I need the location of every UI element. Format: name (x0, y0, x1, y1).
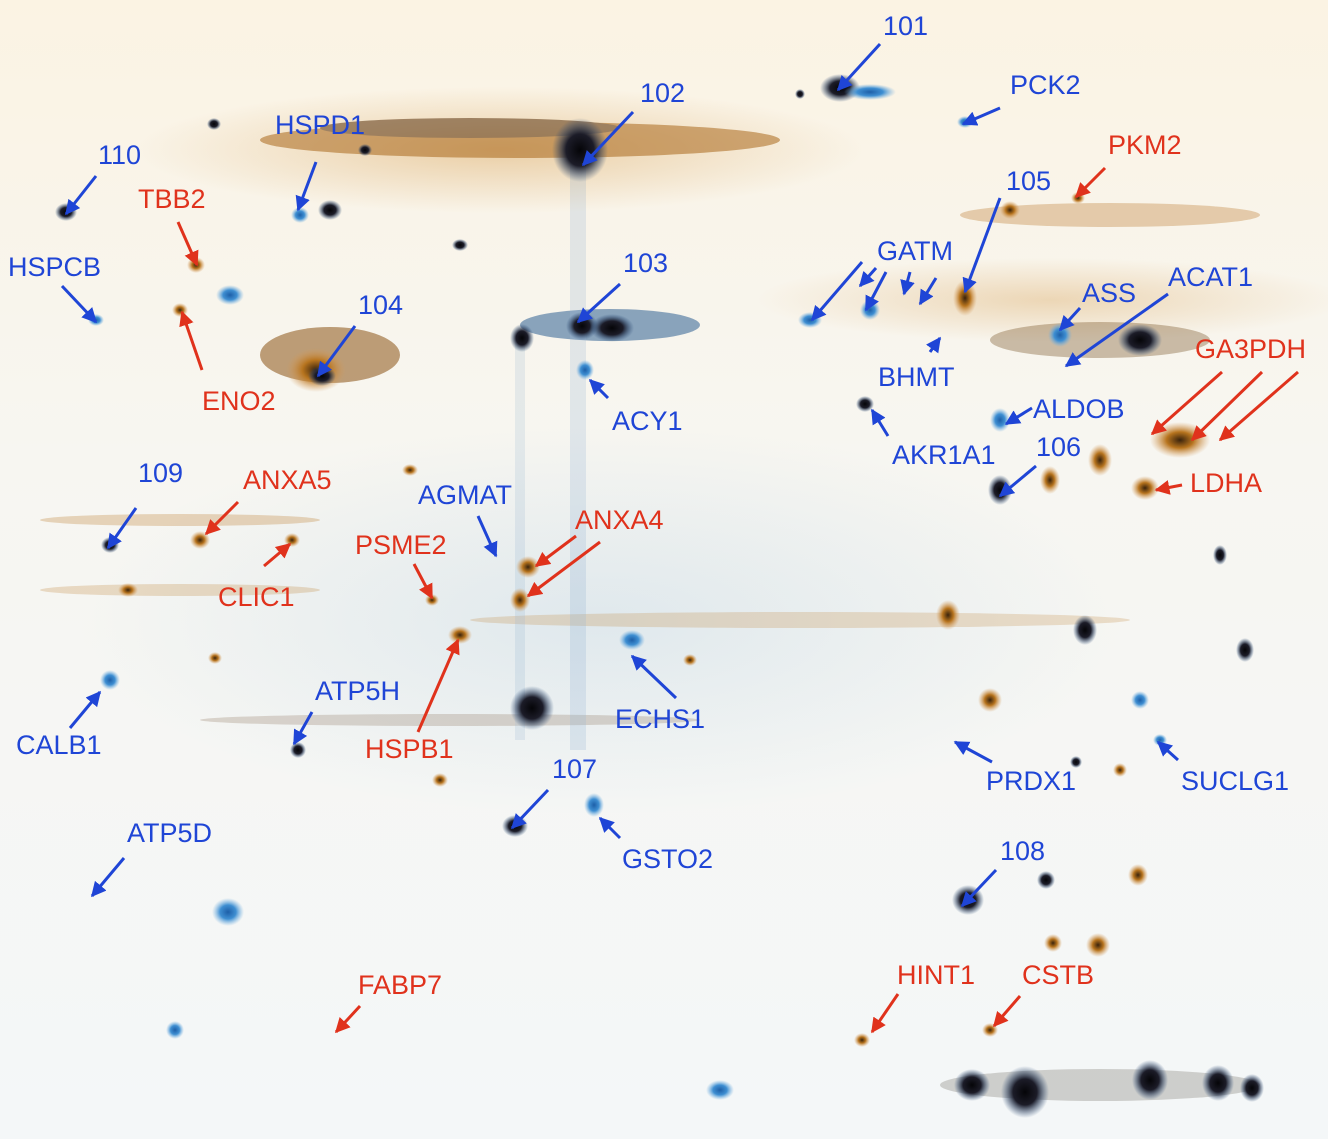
annotation-arrows (60, 42, 1299, 1034)
label-agmat: AGMAT (418, 480, 512, 510)
arrow-101 (836, 42, 882, 92)
arrow-pkm2 (1074, 166, 1107, 199)
arrow-atp5h (292, 711, 314, 746)
arrow-107 (510, 788, 550, 830)
label-108: 108 (1000, 836, 1046, 866)
label-hspcb: HSPCB (8, 252, 102, 282)
arrow-ga3pdh-2 (1190, 370, 1264, 442)
label-acy1: ACY1 (612, 406, 683, 436)
arrow-ga3pdh-1 (1150, 370, 1223, 436)
arrow-gatm-2 (858, 267, 878, 288)
label-103: 103 (623, 248, 669, 278)
arrow-ass (1058, 306, 1082, 332)
label-107: 107 (552, 754, 598, 784)
arrow-anxa5 (204, 500, 240, 536)
label-eno2: ENO2 (202, 386, 276, 416)
arrow-clic1 (263, 542, 292, 568)
arrow-tbb2 (176, 221, 199, 267)
label-clic1: CLIC1 (218, 582, 295, 612)
arrow-pck2 (961, 106, 1001, 126)
arrow-102 (581, 110, 635, 167)
arrow-prdx1 (953, 740, 993, 764)
label-aldob: ALDOB (1033, 394, 1125, 424)
label-prdx1: PRDX1 (986, 766, 1077, 796)
label-tbb2: TBB2 (138, 184, 206, 214)
label-anxa5: ANXA5 (243, 465, 332, 495)
arrow-acy1 (588, 378, 610, 400)
label-110: 110 (98, 140, 142, 170)
arrow-103 (576, 282, 622, 324)
label-pkm2: PKM2 (1108, 130, 1182, 160)
arrow-gatm-1 (810, 261, 864, 322)
label-fabp7: FABP7 (358, 970, 443, 1000)
arrow-fabp7 (334, 1004, 362, 1034)
protein-streaks (40, 118, 1260, 1101)
arrow-aldob (1004, 406, 1033, 426)
arrow-hspd1 (295, 161, 318, 212)
arrow-gsto2 (598, 816, 622, 840)
arrow-110 (64, 175, 98, 216)
label-calb1: CALB1 (16, 730, 102, 760)
arrow-agmat (476, 515, 498, 558)
arrow-106 (998, 464, 1037, 498)
arrow-104 (316, 325, 357, 378)
label-109: 109 (138, 458, 184, 488)
arrow-ldha (1154, 480, 1183, 495)
arrow-suclg1 (1156, 740, 1180, 762)
arrow-gatm-3 (864, 271, 888, 312)
arrow-gatm-5 (918, 277, 938, 306)
arrow-anxa4-2 (526, 540, 601, 598)
label-ga3pdh: GA3PDH (1195, 334, 1307, 364)
arrow-hint1 (870, 993, 900, 1034)
label-acat1: ACAT1 (1168, 262, 1254, 292)
label-atp5d: ATP5D (127, 818, 213, 848)
arrow-akr1a1 (870, 408, 890, 437)
label-pck2: PCK2 (1010, 70, 1081, 100)
label-suclg1: SUCLG1 (1181, 766, 1290, 796)
label-ass: ASS (1082, 278, 1137, 308)
arrow-cstb (992, 995, 1022, 1028)
label-gatm: GATM (877, 236, 953, 266)
label-hint1: HINT1 (897, 960, 976, 990)
arrow-acat1 (1064, 292, 1169, 368)
arrow-eno2 (179, 310, 204, 371)
label-hspb1: HSPB1 (365, 734, 454, 764)
arrow-105 (962, 197, 1002, 294)
label-cstb: CSTB (1022, 960, 1095, 990)
label-atp5h: ATP5H (315, 676, 401, 706)
label-gsto2: GSTO2 (622, 844, 714, 874)
arrow-atp5d (90, 857, 126, 898)
label-ldha: LDHA (1190, 468, 1263, 498)
arrow-109 (106, 507, 138, 550)
label-anxa4: ANXA4 (575, 505, 664, 535)
label-akr1a1: AKR1A1 (892, 440, 996, 470)
label-echs1: ECHS1 (615, 704, 706, 734)
arrow-108 (960, 868, 998, 908)
label-101: 101 (883, 11, 929, 41)
arrow-ga3pdh-3 (1218, 370, 1299, 442)
label-105: 105 (1006, 166, 1052, 196)
label-psme2: PSME2 (355, 530, 447, 560)
arrow-bhmt (926, 336, 942, 354)
arrow-gatm-4 (900, 271, 915, 296)
label-bhmt: BHMT (878, 362, 955, 392)
arrow-hspb1 (416, 638, 460, 733)
arrow-echs1 (630, 654, 678, 700)
label-106: 106 (1036, 432, 1082, 462)
arrow-hspcb (60, 284, 98, 324)
arrow-anxa4-1 (534, 534, 577, 568)
label-102: 102 (640, 78, 686, 108)
label-hspd1: HSPD1 (275, 110, 366, 140)
arrow-calb1 (68, 690, 102, 729)
label-104: 104 (358, 290, 404, 320)
arrow-psme2 (412, 563, 434, 600)
